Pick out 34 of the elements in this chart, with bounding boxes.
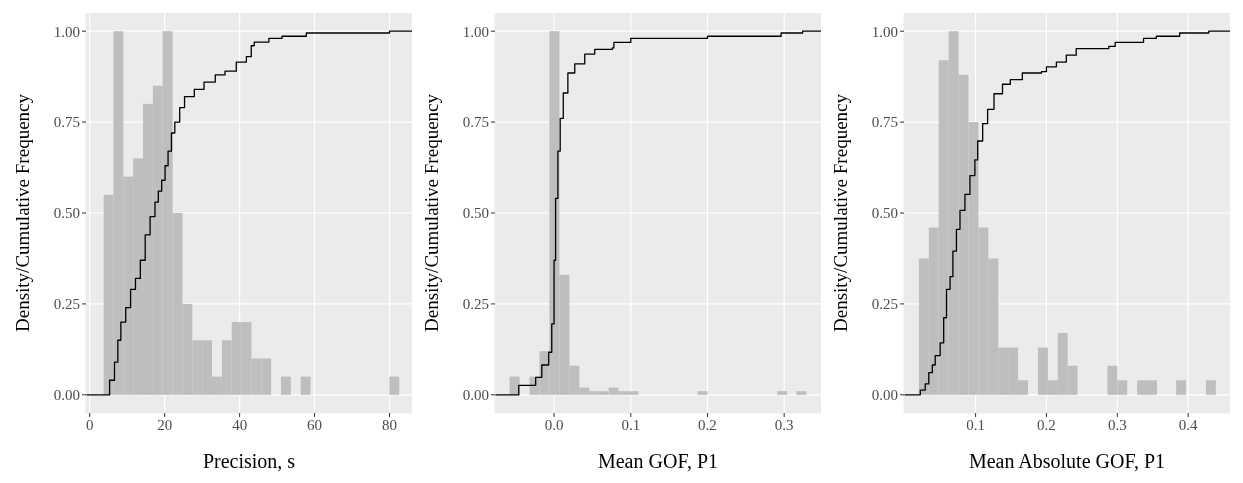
- x-tick-label: 0.3: [774, 416, 794, 433]
- y-tick-label: 0.75: [871, 114, 898, 131]
- y-tick-label: 0.50: [871, 205, 898, 222]
- x-tick-label: 0.1: [966, 416, 985, 433]
- x-tick-label: 40: [232, 416, 248, 433]
- x-axis-title: Precision, s: [202, 450, 296, 472]
- x-axis-title: Mean Absolute GOF, P1: [968, 450, 1166, 472]
- y-tick-label: 0.50: [53, 205, 80, 222]
- x-axis-title: Mean GOF, P1: [597, 450, 719, 472]
- y-axis-title: Density/Cumulative Frequency: [11, 93, 33, 332]
- y-tick-label: 1.00: [462, 23, 489, 40]
- x-tick-label: 0.3: [1107, 416, 1127, 433]
- x-tick-label: 80: [382, 416, 398, 433]
- y-tick-label: 1.00: [53, 23, 80, 40]
- x-tick-label: 0.1: [621, 416, 641, 433]
- y-tick-label: 0.75: [462, 114, 489, 131]
- y-tick-label: 0.50: [462, 205, 489, 222]
- y-axis-title: Density/Cumulative Frequency: [829, 93, 851, 332]
- x-tick-label: 20: [157, 416, 173, 433]
- y-axis-title: Density/Cumulative Frequency: [420, 93, 442, 332]
- y-tick-label: 0.00: [53, 387, 80, 404]
- x-tick-label: 60: [307, 416, 323, 433]
- x-tick-label: 0: [86, 416, 94, 433]
- y-tick-label: 0.00: [462, 387, 489, 404]
- y-tick-label: 0.00: [871, 387, 898, 404]
- x-tick-label: 0.2: [698, 416, 717, 433]
- y-tick-label: 0.25: [462, 296, 489, 313]
- x-tick-label: 0.2: [1037, 416, 1056, 433]
- y-tick-label: 1.00: [871, 23, 898, 40]
- x-tick-label: 0.0: [544, 416, 564, 433]
- y-tick-label: 0.25: [53, 296, 80, 313]
- y-tick-label: 0.25: [871, 296, 898, 313]
- y-tick-label: 0.75: [53, 114, 80, 131]
- x-tick-label: 0.4: [1178, 416, 1199, 433]
